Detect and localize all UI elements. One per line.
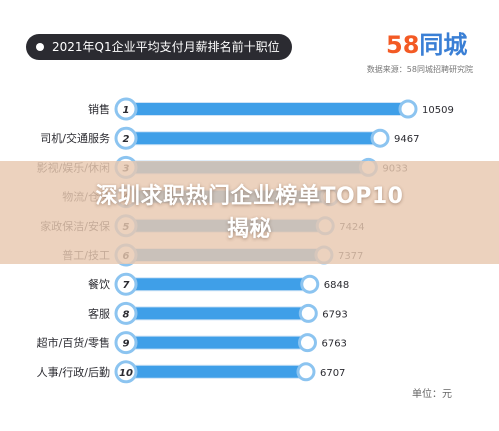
value-label: 9467 <box>394 134 419 145</box>
brand-logo: 58同城 <box>386 28 467 62</box>
rank-label: 2 <box>123 134 130 145</box>
data-source-note: 数据来源：58同城招聘研究院 <box>366 65 473 74</box>
bar-end-knob <box>297 333 317 353</box>
bullet-dot-icon <box>36 43 44 51</box>
bar <box>126 132 381 145</box>
value-label: 6707 <box>320 368 345 379</box>
bar <box>126 336 308 349</box>
bar-end-knob <box>298 303 318 323</box>
chart-title: 2021年Q1企业平均支付月薪排名前十职位 <box>52 40 280 54</box>
rank-badge <box>114 97 138 121</box>
banner-title-line-1: 深圳求职热门企业榜单TOP10 <box>95 184 404 209</box>
banner-title: 深圳求职热门企业榜单TOP10 揭秘 <box>0 180 499 246</box>
rank-label: 10 <box>119 368 133 379</box>
bar-end-knob <box>296 362 316 382</box>
rank-label: 1 <box>123 105 130 116</box>
chart-title-pill: 2021年Q1企业平均支付月薪排名前十职位 <box>26 34 292 60</box>
bar <box>126 307 309 320</box>
category-label: 超市/百货/零售 <box>37 336 110 350</box>
value-label: 10509 <box>422 105 454 116</box>
category-label: 餐饮 <box>88 277 110 291</box>
bar-end-knob <box>370 128 390 148</box>
rank-badge <box>114 272 138 296</box>
unit-label: 单位：元 <box>412 389 452 400</box>
banner-overlay <box>0 161 499 264</box>
brand-text: 同城 <box>419 31 468 59</box>
rank-badge <box>114 331 138 355</box>
rank-label: 9 <box>123 339 130 350</box>
rank-label: 7 <box>123 280 130 291</box>
bar <box>126 365 306 378</box>
bar-end-knob <box>398 99 418 119</box>
rank-label: 8 <box>123 309 130 320</box>
value-label: 6848 <box>324 280 349 291</box>
rank-badge <box>114 126 138 150</box>
value-label: 6763 <box>321 339 346 350</box>
brand-number: 58 <box>386 31 420 59</box>
bar-end-knob <box>300 274 320 294</box>
rank-badge <box>114 360 138 384</box>
value-label: 6793 <box>322 309 347 320</box>
category-label: 销售 <box>88 102 110 116</box>
bar <box>126 278 310 291</box>
bar <box>126 103 408 115</box>
category-label: 人事/行政/后勤 <box>37 365 110 379</box>
category-label: 司机/交通服务 <box>40 131 110 145</box>
banner-title-line-2: 揭秘 <box>226 217 272 242</box>
rank-badge <box>114 301 138 325</box>
category-label: 客服 <box>88 306 110 320</box>
